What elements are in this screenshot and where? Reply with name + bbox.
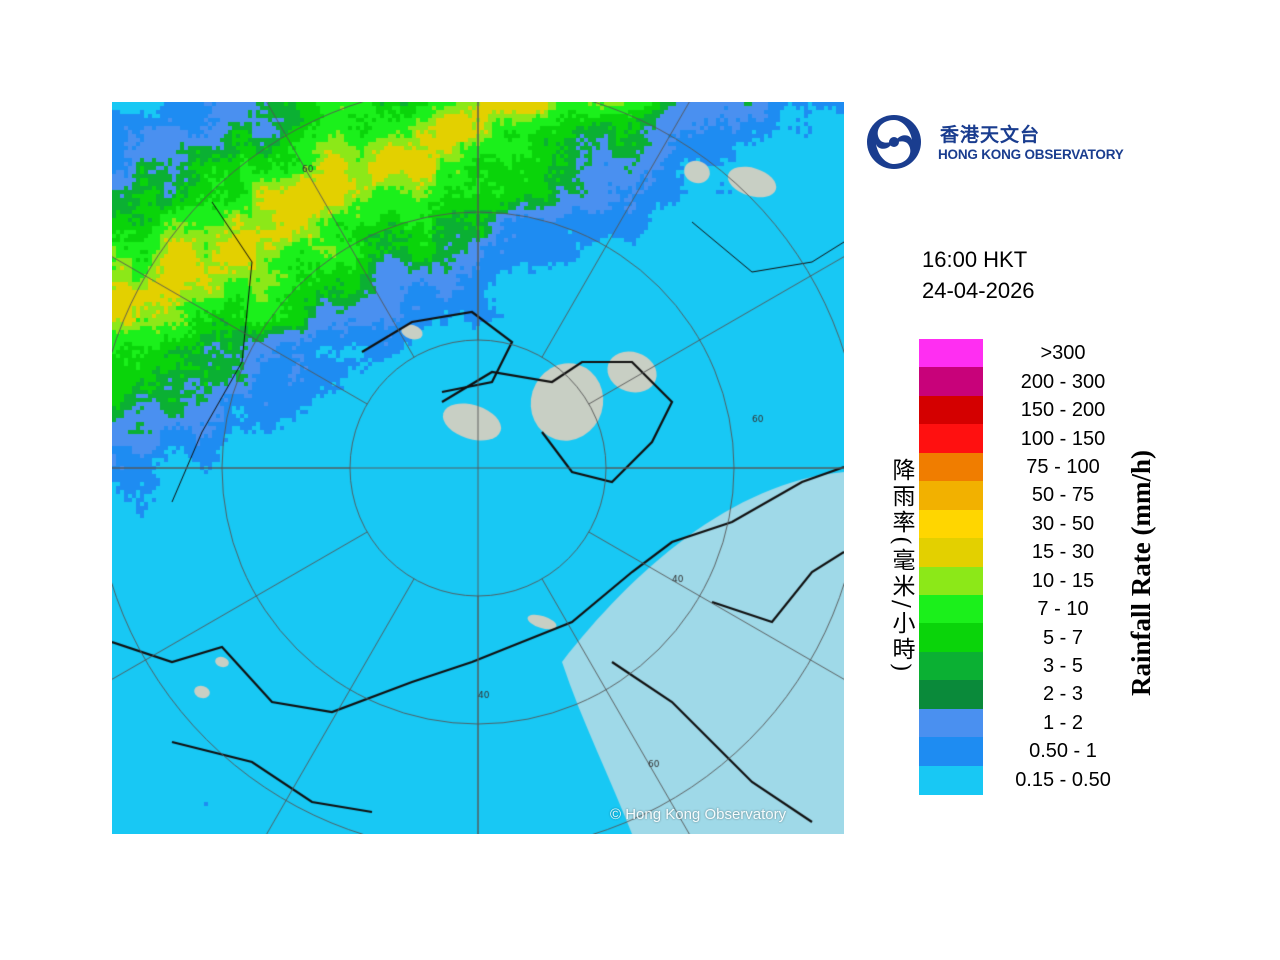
- legend-swatch: [919, 623, 983, 653]
- legend-swatch: [919, 339, 983, 368]
- legend-label: 5 - 7: [1042, 626, 1084, 649]
- legend-swatch: [919, 680, 983, 710]
- legend-label: 200 - 300: [1020, 370, 1106, 393]
- legend-swatch: [919, 367, 983, 397]
- hko-swirl-icon: [867, 115, 921, 169]
- legend-swatch: [919, 509, 983, 539]
- legend-label: 7 - 10: [1037, 598, 1089, 621]
- map-copyright: © Hong Kong Observatory: [610, 806, 787, 823]
- legend-swatch: [919, 594, 983, 624]
- legend-label: 75 - 100: [1026, 455, 1100, 478]
- timestamp-date: 24-04-2026: [922, 278, 1035, 303]
- legend-swatch: [919, 452, 983, 482]
- legend-label: 150 - 200: [1020, 399, 1106, 422]
- logo-name-en: HONG KONG OBSERVATORY: [938, 147, 1124, 162]
- legend-swatch: [919, 708, 983, 738]
- timestamp: 16:00 HKT 24-04-2026: [922, 244, 1035, 306]
- legend-swatch: [919, 651, 983, 681]
- legend-swatch: [919, 481, 983, 511]
- legend-label: 0.50 - 1: [1029, 740, 1097, 763]
- legend-label: 50 - 75: [1031, 484, 1095, 507]
- hko-logo: 香港天文台 HONG KONG OBSERVATORY: [866, 114, 1156, 170]
- legend-label: 30 - 50: [1031, 512, 1095, 535]
- legend-swatch: [919, 538, 983, 567]
- legend-swatch: [919, 566, 983, 596]
- legend-swatch: [919, 737, 983, 767]
- legend-label: 0.15 - 0.50: [1015, 768, 1111, 791]
- legend-label: 100 - 150: [1020, 427, 1106, 450]
- legend-color-bar: [919, 339, 983, 795]
- legend-swatch: [919, 765, 983, 795]
- legend-label: 1 - 2: [1042, 711, 1084, 734]
- legend-label: 10 - 15: [1031, 569, 1095, 592]
- legend-swatch: [919, 424, 983, 454]
- legend-label: 15 - 30: [1031, 541, 1095, 564]
- legend-label: 3 - 5: [1042, 655, 1084, 678]
- legend-swatch: [919, 395, 983, 425]
- logo-name-zh: 香港天文台: [940, 124, 1041, 146]
- legend-label: 2 - 3: [1042, 683, 1084, 706]
- timestamp-time: 16:00 HKT: [922, 247, 1028, 272]
- legend-unit-zh: 降雨率(毫米/小時): [888, 457, 914, 675]
- legend-label: >300: [1040, 342, 1086, 365]
- radar-map: [112, 102, 844, 834]
